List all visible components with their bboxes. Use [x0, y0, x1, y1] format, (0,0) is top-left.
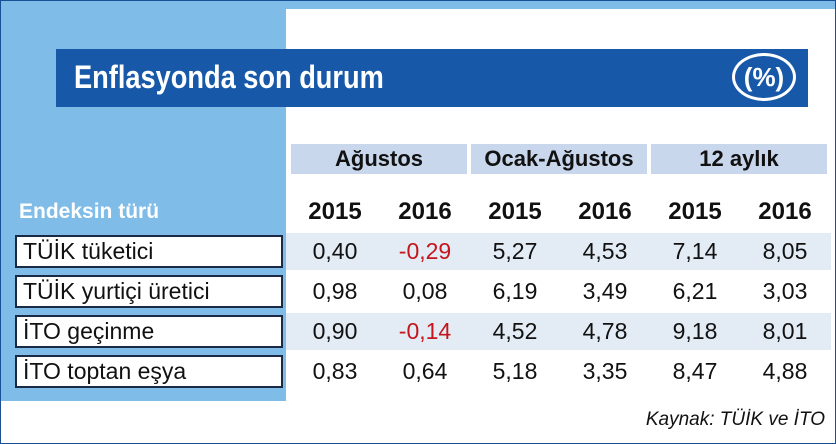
value-cell: 8,47	[672, 358, 718, 384]
value-cell: 7,14	[672, 238, 718, 264]
value-cell: 0,64	[402, 358, 448, 384]
source: Kaynak: TÜİK ve İTO	[645, 409, 825, 430]
value-cell: 3,03	[762, 278, 808, 304]
top-strip	[1, 1, 835, 9]
value-cell: 8,01	[762, 318, 808, 344]
value-cell: 6,21	[672, 278, 718, 304]
value-cell: 4,88	[762, 358, 808, 384]
group-header: Ağustos	[291, 144, 467, 174]
title-bar: Enflasyonda son durum (%)	[56, 49, 808, 107]
group-header: 12 aylık	[651, 144, 827, 174]
value-cell: -0,29	[398, 238, 452, 264]
row-label: TÜİK tüketici	[15, 235, 283, 268]
value-cell: 9,18	[672, 318, 718, 344]
value-cell: 0,90	[312, 318, 358, 344]
value-cell: 0,40	[312, 238, 358, 264]
value-cell: 5,27	[492, 238, 538, 264]
value-cell: 4,53	[582, 238, 628, 264]
year-header: 2016	[758, 198, 812, 225]
value-cell: 3,35	[582, 358, 628, 384]
value-cell: 0,98	[312, 278, 358, 304]
value-cell: 3,49	[582, 278, 628, 304]
year-header: 2016	[398, 198, 452, 225]
row-band	[286, 233, 831, 270]
year-header: 2015	[488, 198, 542, 225]
value-cell: 0,08	[402, 278, 448, 304]
unit-badge: (%)	[732, 53, 796, 101]
row-label: İTO geçinme	[15, 315, 283, 348]
value-cell: 4,52	[492, 318, 538, 344]
year-header: 2015	[308, 198, 362, 225]
value-cell: -0,14	[398, 318, 452, 344]
row-header: Endeksin türü	[19, 200, 160, 223]
value-cell: 4,78	[582, 318, 628, 344]
value-cell: 5,18	[492, 358, 538, 384]
value-cell: 8,05	[762, 238, 808, 264]
value-cell: 6,19	[492, 278, 538, 304]
value-cell: 0,83	[312, 358, 358, 384]
title: Enflasyonda son durum	[74, 59, 384, 95]
row-label: İTO toptan eşya	[15, 355, 283, 388]
row-label: TÜİK yurtiçi üretici	[15, 275, 283, 308]
year-header: 2015	[668, 198, 722, 225]
row-band	[286, 313, 831, 350]
group-header: Ocak-Ağustos	[471, 144, 647, 174]
year-header: 2016	[578, 198, 632, 225]
